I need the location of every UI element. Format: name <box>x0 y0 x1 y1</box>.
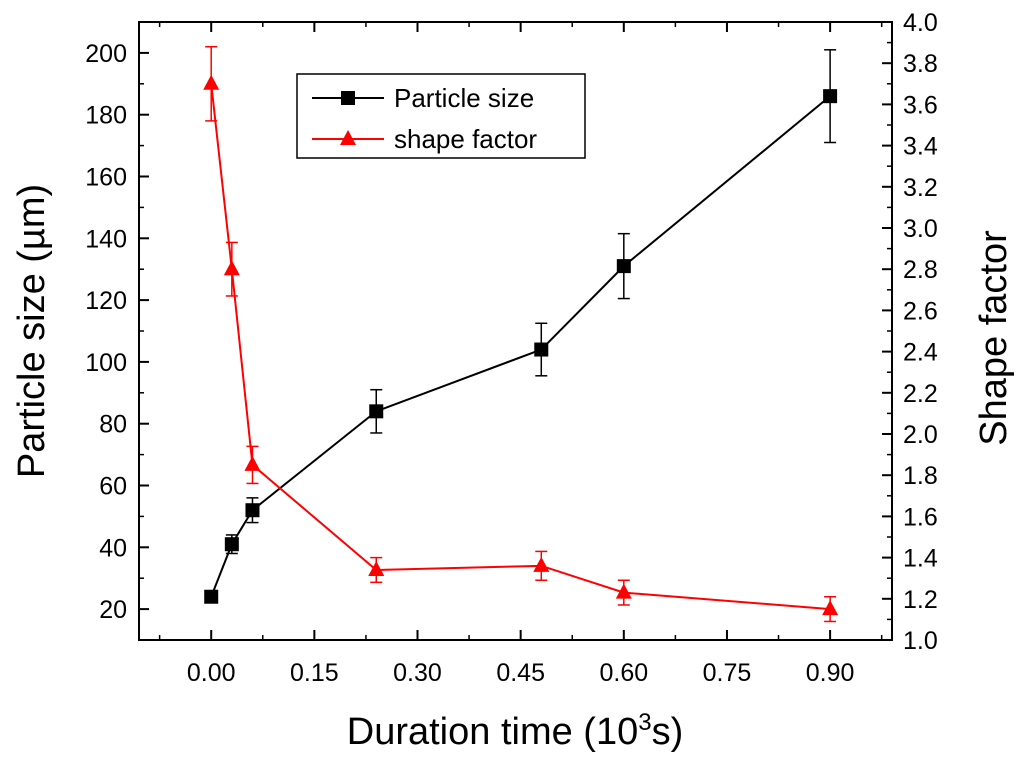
x-tick-label: 0.45 <box>496 659 545 687</box>
y2-tick-label: 1.2 <box>903 586 938 614</box>
y2-tick-label: 2.4 <box>903 339 938 367</box>
y2-tick-label: 3.0 <box>903 215 938 243</box>
y2-tick-label: 1.0 <box>903 627 938 655</box>
shape-factor-line <box>210 83 831 611</box>
y2-tick-label: 3.6 <box>903 91 938 119</box>
particle-size-point <box>823 89 838 104</box>
y2-tick-label: 1.4 <box>903 545 938 573</box>
particle-size-line <box>210 95 831 598</box>
y2-tick-label: 2.8 <box>903 256 938 284</box>
shape-factor-point <box>223 260 240 276</box>
y-tick-label: 20 <box>99 596 127 624</box>
y-tick-label: 40 <box>99 534 127 562</box>
x-tick-label: 0.60 <box>599 659 648 687</box>
y2-tick-label: 1.6 <box>903 503 938 531</box>
x-tick-label: 0.75 <box>703 659 752 687</box>
particle-size-point <box>204 589 219 604</box>
legend: Particle size shape factor <box>296 73 586 159</box>
y-tick-label: 120 <box>85 287 127 315</box>
legend-particle-size-label: Particle size <box>394 83 534 113</box>
y2-tick-label: 1.8 <box>903 462 938 490</box>
shape-factor-point <box>244 455 261 471</box>
legend-particle-size-marker <box>341 91 355 105</box>
x-tick-label: 0.30 <box>393 659 442 687</box>
particle-size-point <box>616 259 631 274</box>
legend-shape-factor-label: shape factor <box>394 124 537 154</box>
x-tick-label: 0.00 <box>187 659 236 687</box>
y-axis-ticks: 20 40 60 80 100 120 140 160 180 200 <box>85 40 149 641</box>
x-tick-label: 0.15 <box>290 659 339 687</box>
legend-shape-factor-marker <box>340 130 356 145</box>
x-axis-ticks: 0.00 0.15 0.30 0.45 0.60 0.75 0.90 <box>158 22 883 687</box>
particle-size-point <box>224 537 239 552</box>
y2-tick-label: 2.2 <box>903 380 938 408</box>
particle-size-point <box>534 342 549 357</box>
x-axis-title: Duration time (103s) <box>347 709 683 753</box>
y2-tick-label: 3.8 <box>903 50 938 78</box>
particle-size-point <box>369 404 384 419</box>
y2-axis-title: Shape factor <box>973 230 1015 446</box>
y-tick-label: 160 <box>85 164 127 192</box>
y2-tick-label: 4.0 <box>903 9 938 37</box>
shape-factor-point <box>368 560 385 576</box>
y2-tick-label: 3.2 <box>903 174 938 202</box>
y2-tick-label: 3.4 <box>903 133 938 161</box>
shape-factor-point <box>615 583 632 599</box>
y2-tick-label: 2.0 <box>903 421 938 449</box>
particle-size-point <box>245 503 260 518</box>
y-tick-label: 60 <box>99 473 127 501</box>
series-layer <box>203 45 839 623</box>
shape-factor-point <box>822 600 839 616</box>
y2-axis-ticks: 1.0 1.2 1.4 1.6 1.8 2.0 2.2 2.4 2.6 2.8 3.0 3.2 3.4 3… <box>882 9 938 655</box>
y-tick-label: 80 <box>99 411 127 439</box>
shape-factor-point <box>203 74 220 90</box>
y-tick-label: 100 <box>85 349 127 377</box>
y-tick-label: 140 <box>85 225 127 253</box>
shape-factor-point <box>533 556 550 572</box>
x-tick-label: 0.90 <box>806 659 855 687</box>
y-tick-label: 200 <box>85 40 127 68</box>
y2-tick-label: 2.6 <box>903 297 938 325</box>
y-tick-label: 180 <box>85 102 127 130</box>
y-axis-title: Particle size (µm) <box>11 184 53 478</box>
